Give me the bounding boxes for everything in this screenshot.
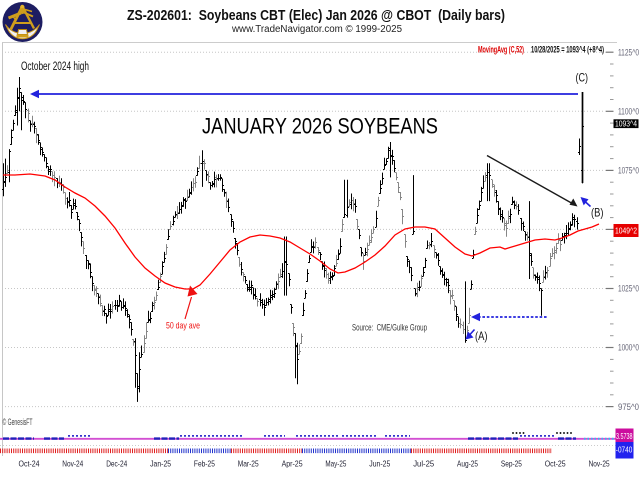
svg-text:Mar-25: Mar-25 (238, 459, 259, 469)
svg-text:1000^0: 1000^0 (618, 343, 639, 354)
svg-text:May-25: May-25 (325, 459, 346, 469)
svg-text:ZS-202601: Soybeans CBT (Elec: ZS-202601: Soybeans CBT (Elec) Jan 2026 … (127, 8, 505, 24)
svg-text:Aug-25: Aug-25 (457, 459, 478, 469)
svg-text:Oct-24: Oct-24 (19, 459, 40, 469)
svg-text:Nov-25: Nov-25 (589, 459, 610, 469)
svg-text:1049^2: 1049^2 (615, 225, 637, 235)
svg-text:Jul-25: Jul-25 (413, 459, 434, 469)
svg-text:(C): (C) (576, 71, 589, 85)
svg-text:Sep-25: Sep-25 (501, 459, 522, 469)
svg-text:Feb-25: Feb-25 (194, 459, 215, 469)
svg-text:Source: CME/Gulke Group: Source: CME/Gulke Group (352, 323, 427, 333)
svg-text:1093^4: 1093^4 (615, 119, 637, 129)
svg-text:(B): (B) (591, 206, 604, 220)
svg-text:Nov-24: Nov-24 (62, 459, 83, 469)
svg-text:3.5738: 3.5738 (616, 431, 633, 441)
svg-text:Oct-25: Oct-25 (545, 459, 566, 469)
svg-text:© GenesisFT: © GenesisFT (3, 417, 33, 427)
svg-text:Jan-25: Jan-25 (150, 459, 171, 469)
svg-text:1025^0: 1025^0 (618, 284, 639, 295)
svg-text:(A): (A) (475, 329, 488, 343)
svg-text:10/28/2025 = 1093^4 (+8^4): 10/28/2025 = 1093^4 (+8^4) (531, 45, 604, 55)
svg-text:1100^0: 1100^0 (618, 107, 639, 118)
svg-text:www.TradeNavigator.com © 1999-: www.TradeNavigator.com © 1999-2025 (231, 24, 402, 35)
svg-text:October 2024 high: October 2024 high (21, 59, 89, 73)
svg-text:JANUARY 2026 SOYBEANS: JANUARY 2026 SOYBEANS (202, 114, 438, 139)
svg-text:-0740: -0740 (616, 445, 633, 455)
svg-text:Jun-25: Jun-25 (369, 459, 390, 469)
svg-text:1075^0: 1075^0 (618, 166, 639, 177)
svg-text:Dec-24: Dec-24 (106, 459, 127, 469)
svg-text:Apr-25: Apr-25 (282, 459, 303, 469)
svg-text:50 day ave: 50 day ave (166, 321, 200, 331)
svg-text:1125^0: 1125^0 (618, 47, 639, 58)
svg-text:975^0: 975^0 (618, 402, 639, 413)
svg-text:MovingAvg (C,52): MovingAvg (C,52) (478, 45, 524, 55)
